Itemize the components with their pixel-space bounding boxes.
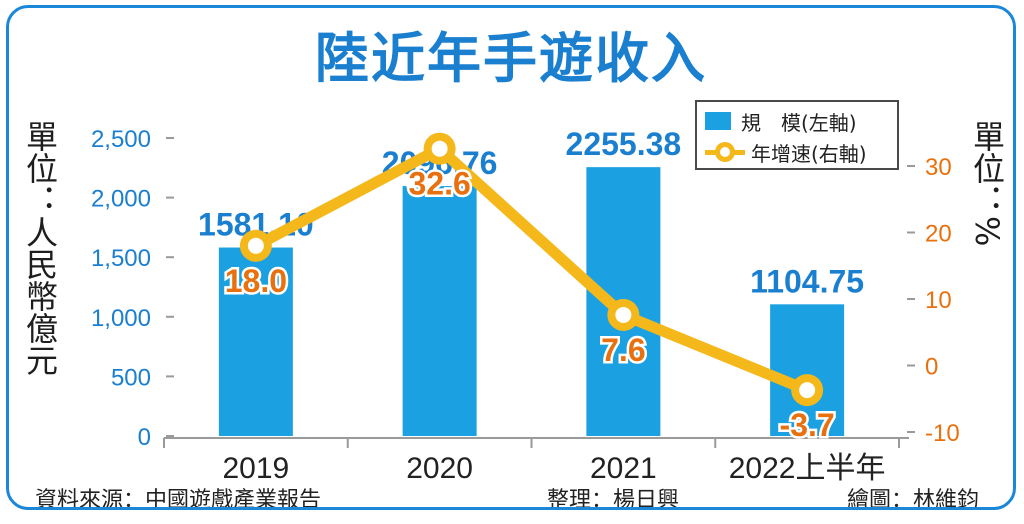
chart-plot: 05001,0001,5002,0002,500-1001020301581.1… (9, 8, 1013, 507)
growth-value-label: 32.6 (408, 166, 470, 202)
legend-bar-label: 規 模(左軸) (741, 107, 857, 136)
growth-value-label: 7.6 (601, 332, 645, 368)
footer-editor: 整理：楊日興 (547, 482, 679, 510)
legend-item-bar: 規 模(左軸) (705, 107, 857, 135)
growth-value-label: -3.7 (780, 407, 835, 443)
bar-value-label: 1104.75 (750, 263, 864, 299)
legend-item-line: 年增速(右軸) (705, 138, 867, 166)
right-axis-tick-label: 10 (925, 287, 952, 314)
chart-legend: 規 模(左軸) 年增速(右軸) (695, 100, 899, 170)
x-axis-category-label: 2019 (223, 452, 290, 485)
growth-value-label: 18.0 (225, 263, 287, 299)
growth-point-center (248, 238, 264, 254)
left-axis-tick-label: 0 (138, 424, 151, 451)
growth-point-center (799, 382, 815, 398)
left-axis-tick-label: 2,000 (91, 186, 151, 213)
growth-point-center (615, 307, 631, 323)
right-axis-tick-label: -10 (925, 420, 960, 447)
left-axis-tick-label: 500 (111, 364, 151, 391)
x-axis-category-label: 2020 (406, 452, 473, 485)
x-axis-category-label: 2022上半年 (729, 452, 886, 485)
right-axis-tick-label: 0 (925, 354, 938, 381)
left-axis-tick-label: 2,500 (91, 126, 151, 153)
bar-value-label: 2255.38 (566, 126, 682, 162)
growth-line (256, 149, 807, 390)
right-axis-tick-label: 30 (925, 154, 952, 181)
footer-graphic: 繪圖：林維鈞 (847, 482, 979, 510)
legend-bar-swatch (705, 112, 731, 130)
x-axis-category-label: 2021 (590, 452, 657, 485)
legend-line-label: 年增速(右軸) (751, 138, 867, 167)
chart-frame: 陸近年手遊收入 單位：人民幣億元 單位：% 0 500 1,000 1,500 2,00… (6, 5, 1016, 510)
legend-line-swatch (705, 140, 745, 164)
growth-point-center (432, 141, 448, 157)
footer-source: 資料來源：中國遊戲產業報告 (35, 482, 321, 510)
bar-2020 (403, 186, 477, 436)
left-axis-tick-label: 1,000 (91, 305, 151, 332)
left-axis-tick-label: 1,500 (91, 245, 151, 272)
right-axis-tick-label: 20 (925, 221, 952, 248)
